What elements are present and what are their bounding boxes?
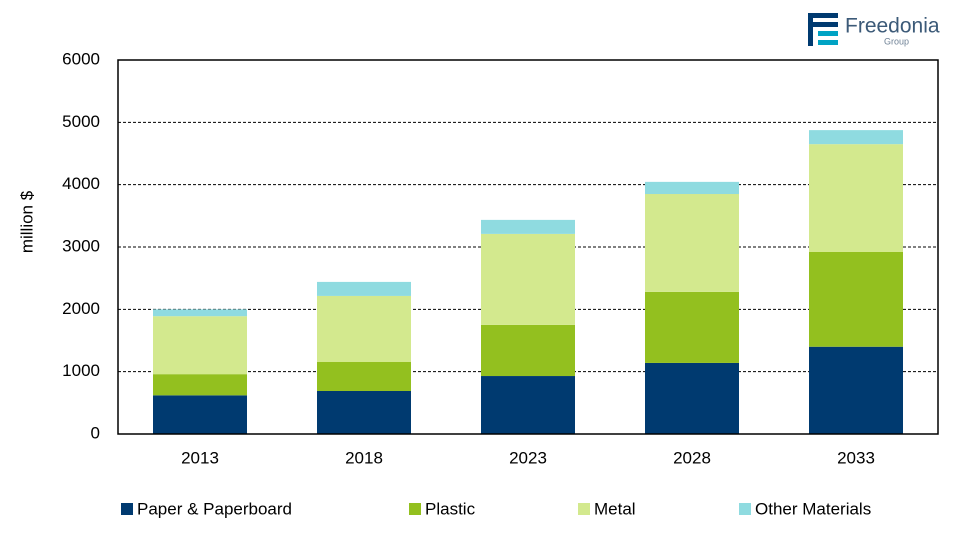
y-tick-label: 5000: [62, 112, 100, 131]
logo-subtitle: Group: [884, 36, 909, 46]
y-tick-label: 6000: [62, 49, 100, 68]
bar-segment: [809, 346, 903, 434]
bar-segment: [481, 233, 575, 325]
bar-segment: [645, 362, 739, 434]
legend-label: Plastic: [425, 499, 476, 518]
bar-segment: [317, 295, 411, 363]
logo-bar: [808, 22, 838, 27]
bar-segment: [481, 376, 575, 434]
x-tick-label: 2033: [837, 448, 875, 467]
y-tick-label: 3000: [62, 236, 100, 255]
bar-segment: [481, 219, 575, 234]
bar-segment: [645, 181, 739, 195]
logo: Freedonia Group: [808, 13, 940, 46]
bar-segment: [645, 194, 739, 292]
y-axis-label: million $: [17, 190, 36, 253]
logo-bar: [818, 40, 838, 45]
bar-segment: [481, 324, 575, 377]
logo-bar: [818, 31, 838, 36]
legend-label: Other Materials: [755, 499, 871, 518]
y-tick-label: 2000: [62, 299, 100, 318]
bar-segment: [317, 390, 411, 434]
logo-name: Freedonia: [845, 15, 940, 38]
bar-segment: [153, 309, 247, 317]
bar-segment: [645, 291, 739, 363]
bar-segment: [809, 144, 903, 252]
logo-bar: [808, 13, 838, 18]
legend-label: Paper & Paperboard: [137, 499, 292, 518]
logo-bar: [808, 13, 813, 46]
legend-label: Metal: [594, 499, 636, 518]
bar-segment: [317, 362, 411, 391]
y-tick-label: 0: [91, 423, 100, 442]
x-tick-label: 2013: [181, 448, 219, 467]
y-tick-label: 1000: [62, 361, 100, 380]
x-tick-label: 2023: [509, 448, 547, 467]
bar-segment: [317, 281, 411, 296]
legend-swatch: [739, 503, 751, 515]
x-tick-label: 2028: [673, 448, 711, 467]
bar-segment: [153, 374, 247, 396]
plot-border: [117, 59, 939, 435]
legend-swatch: [121, 503, 133, 515]
legend-swatch: [409, 503, 421, 515]
bar-segment: [809, 130, 903, 145]
y-tick-label: 4000: [62, 174, 100, 193]
bar-segment: [153, 395, 247, 434]
x-tick-label: 2018: [345, 448, 383, 467]
legend-swatch: [578, 503, 590, 515]
bar-segment: [153, 316, 247, 375]
bar-segment: [809, 251, 903, 347]
